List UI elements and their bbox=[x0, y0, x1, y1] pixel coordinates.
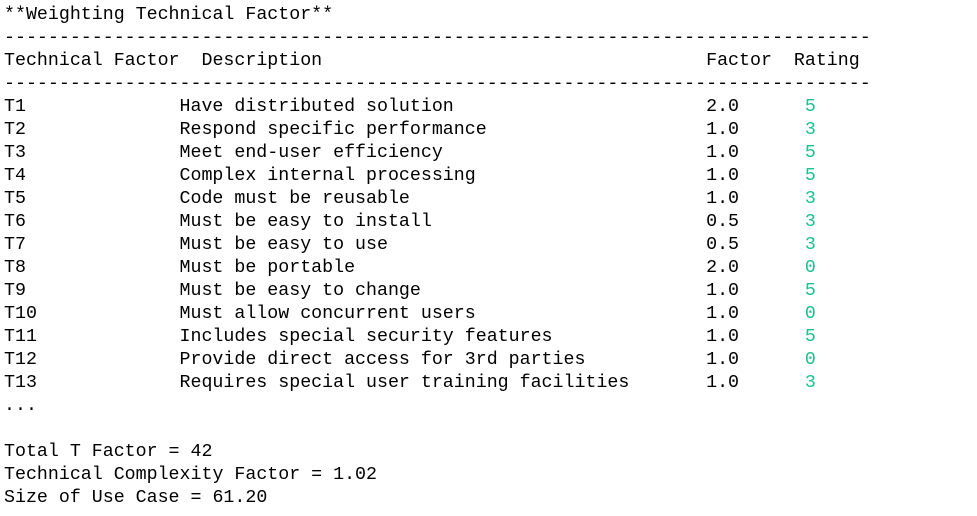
rating: 0 bbox=[804, 304, 816, 324]
cell: Requires special user training facilitie… bbox=[179, 373, 630, 393]
rating: 5 bbox=[804, 281, 816, 301]
rating: 3 bbox=[804, 212, 816, 232]
cell: 1.0 bbox=[706, 281, 740, 301]
rating: 3 bbox=[804, 373, 816, 393]
summary-line: Technical Complexity Factor = 1.02 bbox=[4, 465, 377, 485]
rating: 0 bbox=[804, 350, 816, 370]
cell: T3 bbox=[4, 143, 26, 163]
separator: ----------------------------------------… bbox=[4, 74, 871, 94]
rating: 5 bbox=[804, 97, 816, 117]
cell: 1.0 bbox=[706, 143, 740, 163]
cell: 1.0 bbox=[706, 189, 740, 209]
rating: 5 bbox=[804, 143, 816, 163]
cell: 2.0 bbox=[706, 258, 740, 278]
cell: Must be easy to change bbox=[179, 281, 421, 301]
rating: 3 bbox=[804, 120, 816, 140]
cell: T2 bbox=[4, 120, 26, 140]
header-cell: Rating bbox=[793, 51, 860, 71]
cell: 2.0 bbox=[706, 97, 740, 117]
separator: ----------------------------------------… bbox=[4, 28, 871, 48]
cell: Complex internal processing bbox=[179, 166, 476, 186]
rating: 0 bbox=[804, 258, 816, 278]
cell: T13 bbox=[4, 373, 37, 393]
cell: T9 bbox=[4, 281, 26, 301]
cell: 1.0 bbox=[706, 304, 740, 324]
cell: 1.0 bbox=[706, 373, 740, 393]
header-cell: Factor bbox=[706, 51, 772, 71]
rating: 5 bbox=[804, 327, 816, 347]
cell: T10 bbox=[4, 304, 37, 324]
cell: 1.0 bbox=[706, 350, 740, 370]
cell: Provide direct access for 3rd parties bbox=[179, 350, 586, 370]
cell: T4 bbox=[4, 166, 26, 186]
ellipsis: ... bbox=[4, 396, 37, 416]
header-cell: Description bbox=[201, 51, 323, 71]
rating: 5 bbox=[804, 166, 816, 186]
cell: Meet end-user efficiency bbox=[179, 143, 443, 163]
cell: Respond specific performance bbox=[179, 120, 487, 140]
cell: Includes special security features bbox=[179, 327, 553, 347]
cell: T1 bbox=[4, 97, 26, 117]
cell: T12 bbox=[4, 350, 37, 370]
cell: T11 bbox=[4, 327, 37, 347]
rating: 3 bbox=[804, 189, 816, 209]
summary-line: Size of Use Case = 61.20 bbox=[4, 488, 268, 508]
cell: Code must be reusable bbox=[179, 189, 410, 209]
cell: 0.5 bbox=[706, 235, 740, 255]
cell: 1.0 bbox=[706, 120, 740, 140]
cell: T7 bbox=[4, 235, 26, 255]
cell: T5 bbox=[4, 189, 26, 209]
cell: Must be easy to use bbox=[179, 235, 388, 255]
title: **Weighting Technical Factor** bbox=[4, 5, 334, 25]
cell: Must be easy to install bbox=[179, 212, 432, 232]
cell: T8 bbox=[4, 258, 26, 278]
cell: 1.0 bbox=[706, 327, 740, 347]
cell: 0.5 bbox=[706, 212, 740, 232]
cell: T6 bbox=[4, 212, 26, 232]
rating: 3 bbox=[804, 235, 816, 255]
cell: Have distributed solution bbox=[179, 97, 454, 117]
cell: 1.0 bbox=[706, 166, 740, 186]
cell: Must be portable bbox=[179, 258, 356, 278]
header-cell: Technical Factor bbox=[4, 51, 180, 71]
cell: Must allow concurrent users bbox=[179, 304, 476, 324]
summary-line: Total T Factor = 42 bbox=[4, 442, 213, 462]
